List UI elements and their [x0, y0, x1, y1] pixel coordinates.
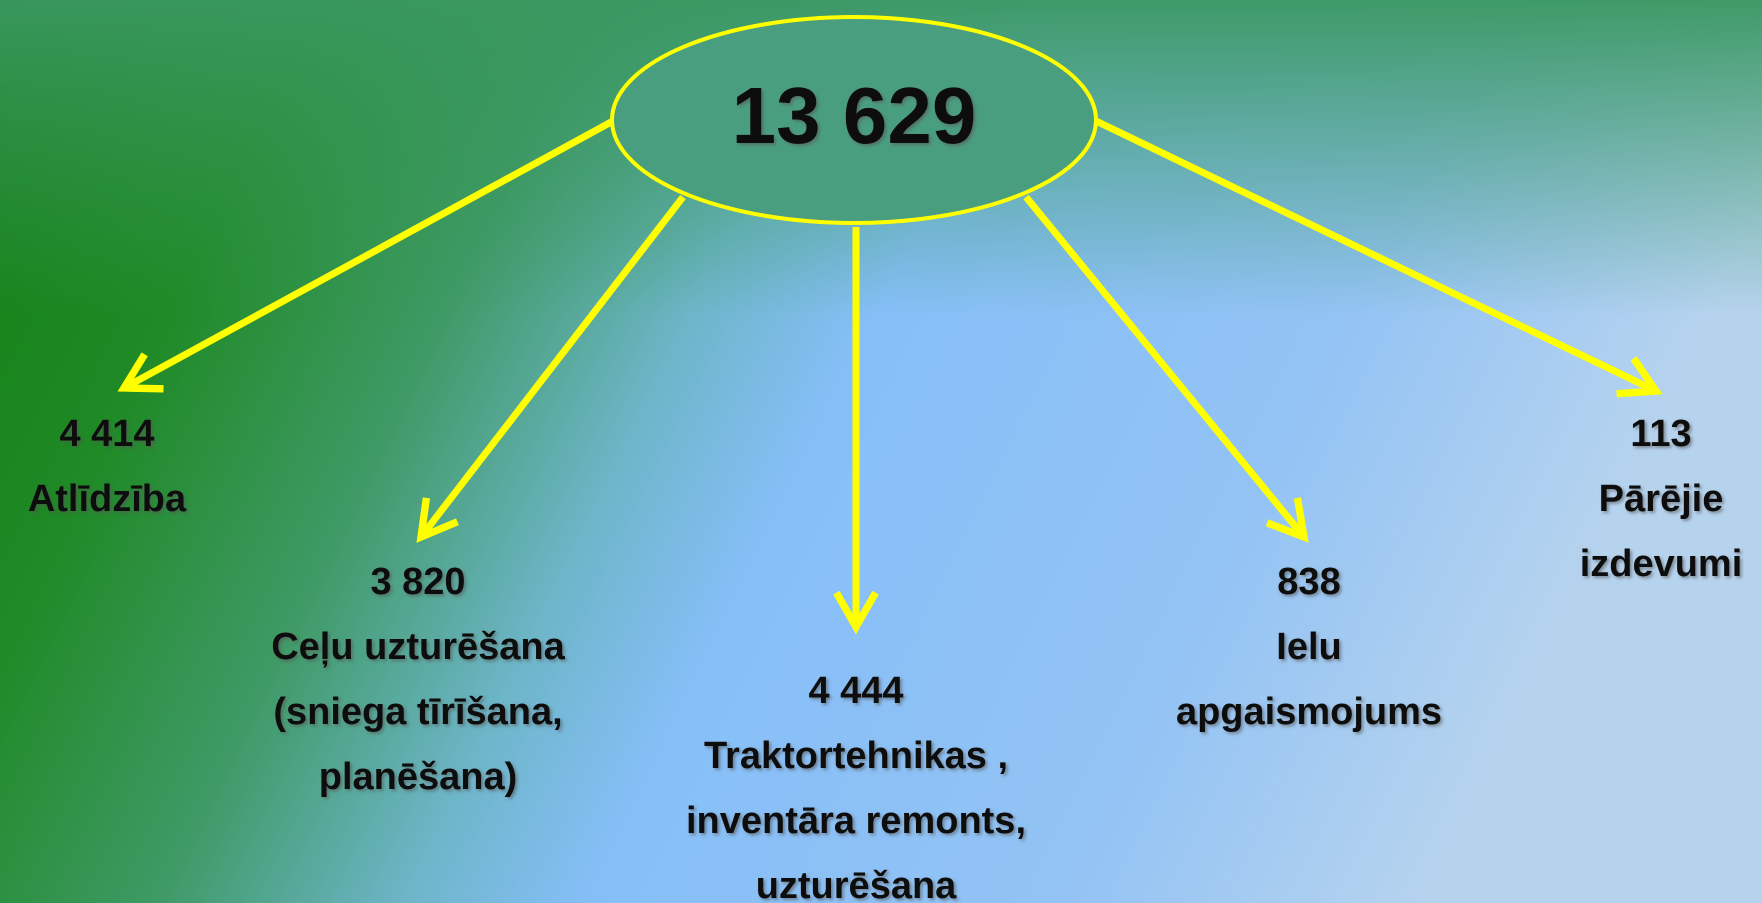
root-value: 13 629 [732, 71, 977, 160]
node-label: Traktortehnikas , [704, 735, 1008, 777]
node-value: 838 [1277, 561, 1340, 603]
arrow [416, 194, 686, 543]
node-label: Atlīdzība [28, 478, 187, 520]
node-label: Ielu [1276, 626, 1341, 668]
node-label: apgaismojums [1176, 691, 1442, 733]
node-label: izdevumi [1580, 543, 1743, 585]
root-ellipse [610, 15, 1098, 225]
nodes: 4 414 Atlīdzība 3 820 Ceļu uzturēšana (snieg… [28, 413, 1742, 903]
node-value: 113 [1630, 413, 1691, 455]
arrows [117, 117, 1663, 635]
node-value: 3 820 [370, 561, 465, 603]
node-label: planēšana) [319, 756, 518, 798]
node-label: Pārējie [1599, 478, 1724, 520]
node-value: 4 444 [808, 670, 903, 712]
arrow [1023, 194, 1309, 543]
node-label: Ceļu uzturēšana [271, 626, 565, 668]
arrow [117, 117, 615, 393]
node-value: 4 414 [59, 413, 154, 455]
node-label: (sniega tīrīšana, [273, 691, 562, 733]
node-label: uzturēšana [756, 865, 957, 903]
node-label: inventāra remonts, [686, 800, 1026, 842]
arrow [1094, 117, 1663, 398]
